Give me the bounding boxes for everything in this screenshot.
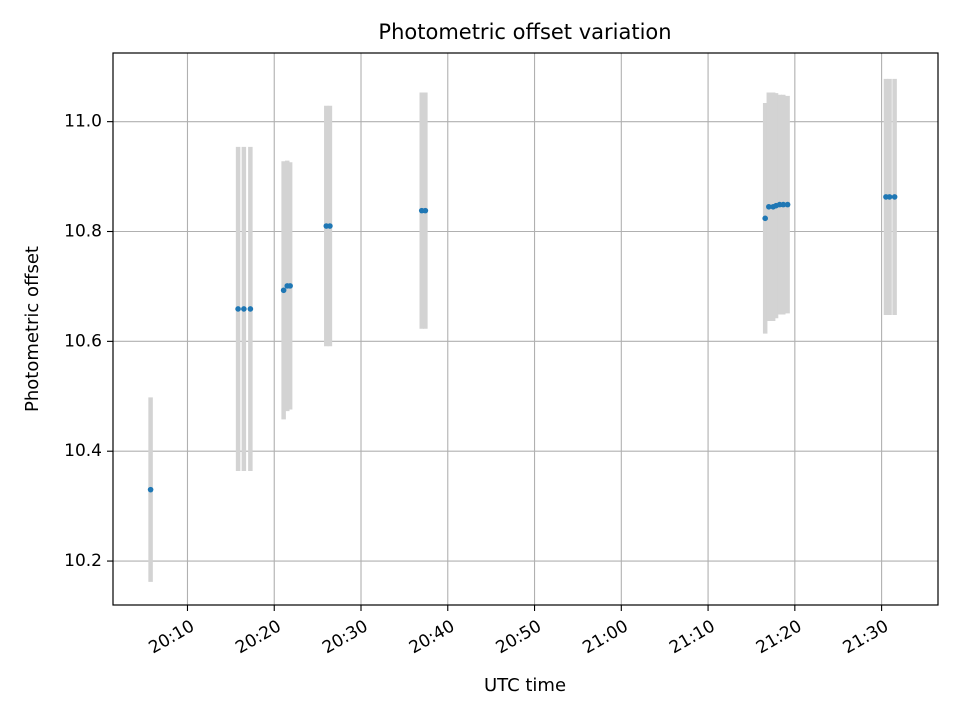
y-axis-label: Photometric offset	[22, 246, 43, 412]
y-tick-label: 10.2	[64, 551, 102, 571]
data-point	[327, 223, 333, 229]
data-point	[784, 201, 791, 208]
chart-title: Photometric offset variation	[378, 20, 671, 44]
data-point	[422, 207, 429, 214]
data-point	[241, 306, 247, 312]
data-point	[766, 203, 772, 210]
data-point	[247, 306, 254, 312]
x-axis-label: UTC time	[484, 675, 566, 696]
plot-frame	[112, 52, 939, 606]
y-ticks: 10.2 10.4 10.6 10.8 11.0	[64, 112, 113, 571]
data-point	[147, 486, 154, 493]
y-tick-label: 10.8	[64, 222, 102, 242]
y-tick-label: 10.6	[64, 331, 102, 351]
data-point	[280, 287, 287, 294]
data-point	[287, 283, 293, 289]
y-tick-label: 11.0	[64, 112, 102, 132]
y-tick-label: 10.4	[64, 441, 102, 461]
point-layer	[147, 194, 898, 493]
data-point	[780, 201, 787, 208]
data-point	[886, 194, 893, 200]
data-point	[891, 194, 898, 200]
data-point	[235, 306, 241, 312]
data-point	[762, 215, 768, 222]
